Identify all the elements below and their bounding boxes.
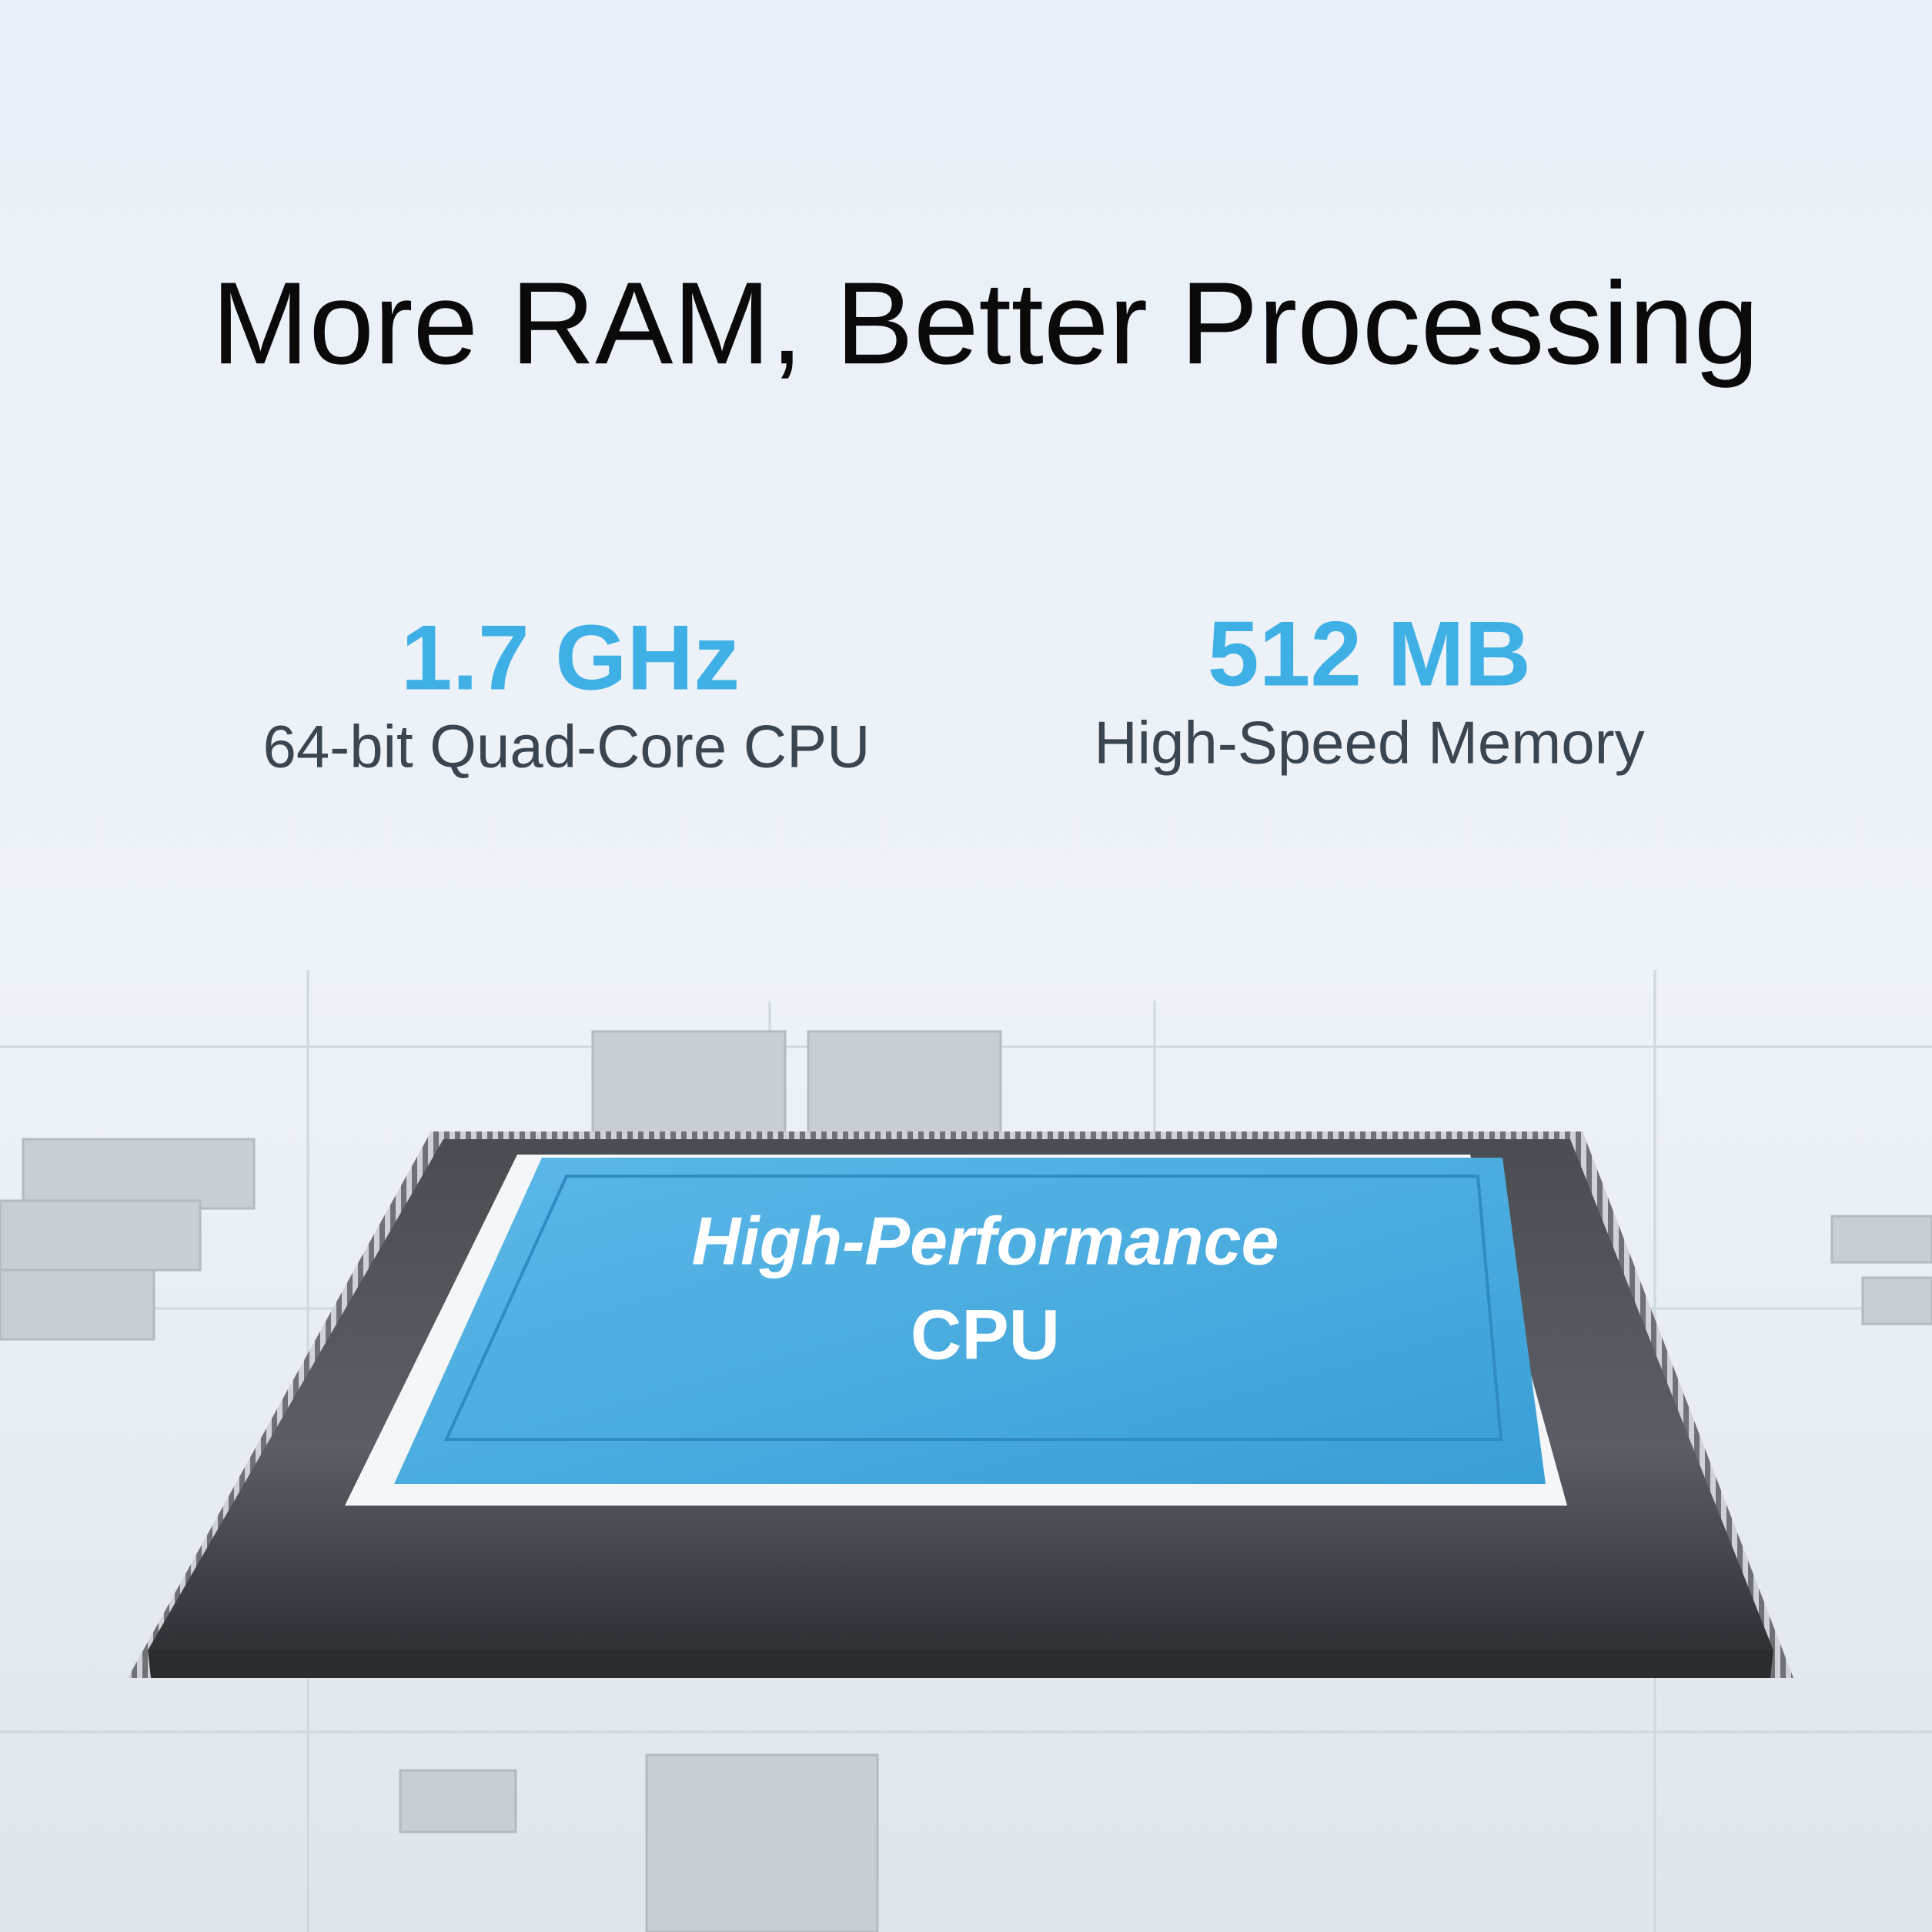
chip-label: High-Performance xyxy=(692,1202,1279,1279)
components xyxy=(0,1030,1932,1932)
chip-die xyxy=(394,1158,1546,1484)
spec-label: 64-bit Quad-Core CPU xyxy=(263,713,871,780)
die-inner-outline xyxy=(443,1175,1503,1441)
title: More RAM, Better Processing xyxy=(212,258,1759,389)
chip-edge xyxy=(148,1650,1773,1678)
chip-label: CPU xyxy=(911,1295,1060,1374)
spec-label: High-Speed Memory xyxy=(1094,709,1644,777)
spec-value: 512 MB xyxy=(1208,603,1531,706)
spec-value: 1.7 GHz xyxy=(401,607,740,710)
